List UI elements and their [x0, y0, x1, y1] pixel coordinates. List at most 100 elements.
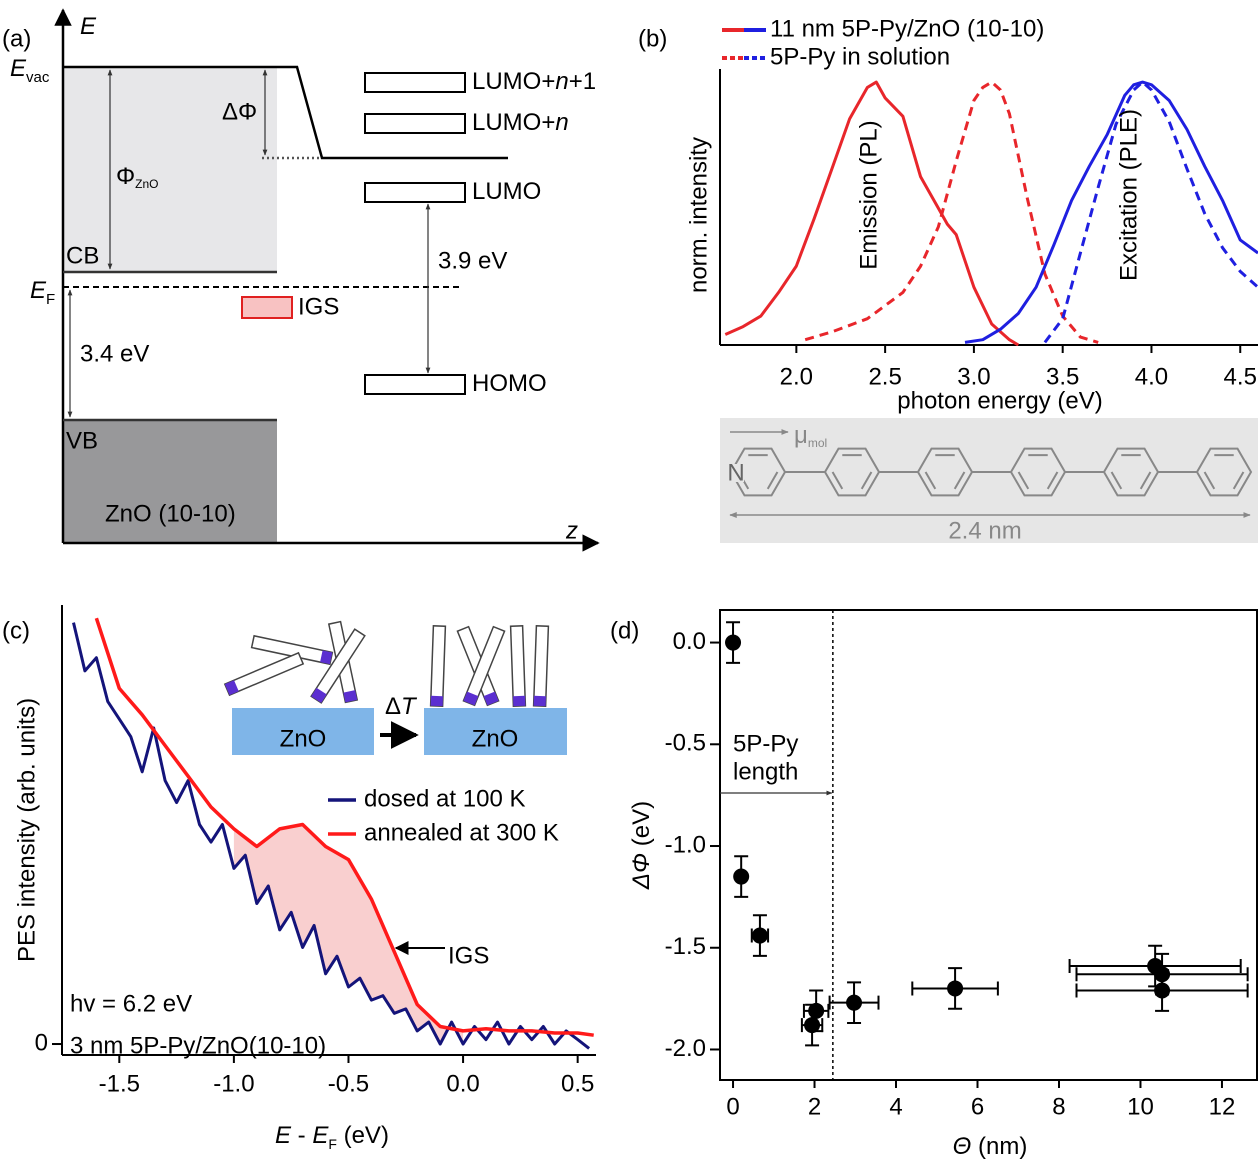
ring-bond [1046, 471, 1059, 490]
y-axis-label-part: ΔΦ [628, 853, 655, 890]
level-box [364, 113, 466, 134]
x-axis-label-part: E [312, 1122, 329, 1149]
substrate-label: ZnO (10-10) [105, 500, 236, 527]
y-axis-label-part: (eV) [628, 801, 655, 853]
ring [1009, 447, 1067, 497]
substrate [232, 708, 374, 755]
level-box [364, 182, 466, 203]
series-line [804, 80, 1099, 344]
level-box [364, 374, 466, 395]
ring [1195, 447, 1253, 497]
x-tick-label: 6 [971, 1093, 984, 1120]
energy-axis-label: E [80, 13, 97, 40]
x-tick-label: -0.5 [328, 1070, 369, 1097]
x-tick-label: 0.0 [446, 1070, 479, 1097]
length-label: 2.4 nm [948, 517, 1021, 544]
vacuum-level-label-part: E [10, 55, 27, 82]
x-tick-label: 0 [726, 1093, 739, 1120]
panel-label: (c) [2, 617, 30, 644]
data-point [1154, 982, 1171, 999]
vb-label: VB [66, 427, 98, 454]
x-axis-label: Θ (nm) [953, 1133, 1028, 1160]
x-axis-label: E - EF (eV) [275, 1122, 389, 1151]
x-tick-label: 2 [808, 1093, 821, 1120]
level-label-part: LUMO [472, 178, 541, 205]
legend-label: 11 nm 5P-Py/ZnO (10-10) [770, 15, 1044, 42]
x-tick-label: 3.0 [957, 363, 990, 390]
series-line [724, 80, 1020, 346]
annotation: hv = 6.2 eV [70, 990, 192, 1017]
x-tick-label: 2.5 [868, 363, 901, 390]
series-line [964, 80, 1258, 344]
x-axis-label-part: - [291, 1122, 312, 1149]
ring-bond [1139, 471, 1152, 490]
y-axis-label: norm. intensity [685, 137, 712, 293]
data-point [733, 868, 750, 885]
molecule [728, 447, 1253, 497]
energy-diagram [54, 8, 600, 552]
x-tick-label: -1.0 [213, 1070, 254, 1097]
x-axis-label-part: F [328, 1136, 337, 1152]
inset-label: ZnO [280, 725, 327, 752]
inset-label: ΔT [385, 693, 418, 720]
rod [310, 628, 366, 704]
dipole-label-part: μ [794, 422, 808, 449]
zno-gap-region [63, 67, 277, 272]
x-tick-label: 8 [1052, 1093, 1065, 1120]
annotation: 3 nm 5P-Py/ZnO(10-10) [70, 1032, 326, 1059]
fermi-label: EF [30, 277, 55, 308]
x-tick-label: 3.5 [1046, 363, 1079, 390]
level-label-part: LUMO+ [472, 68, 555, 95]
vacuum-level-label: Evac [10, 55, 50, 86]
level-label: LUMO+n+1 [472, 68, 596, 95]
series-line [94, 617, 594, 1037]
data-point [725, 634, 742, 651]
legend-label: dosed at 100 K [364, 785, 525, 812]
fermi-label-part: E [30, 277, 47, 304]
inset-label-part: Δ [385, 693, 401, 720]
substrate [424, 708, 567, 755]
panel-label: (a) [2, 25, 31, 52]
y-tick-label: -1.0 [665, 831, 706, 858]
dipole-label-part: mol [808, 436, 827, 450]
inset-label: ZnO [472, 725, 519, 752]
annotation: IGS [448, 942, 489, 969]
inset-label-part: T [401, 693, 418, 720]
reference-label: length [733, 758, 798, 785]
level-label-part: LUMO+ [472, 109, 555, 136]
plot-area [724, 80, 1258, 346]
data-point [751, 927, 768, 944]
series-line [1043, 80, 1258, 344]
data-point [947, 980, 964, 997]
x-tick-label: 4.5 [1224, 363, 1257, 390]
ring [1102, 447, 1160, 497]
x-tick-label: 2.0 [780, 363, 813, 390]
plot-area [72, 617, 594, 1050]
level-label-part: n [555, 109, 568, 136]
ring-bond [1110, 471, 1123, 490]
level-label: LUMO [472, 178, 541, 205]
dipole-label: μmol [794, 422, 827, 450]
level-box [364, 72, 466, 93]
x-tick-label: 4 [889, 1093, 902, 1120]
gap-label: 3.9 eV [438, 247, 507, 274]
y-tick-label: -2.0 [665, 1035, 706, 1062]
igs-label: IGS [298, 293, 339, 320]
rod [532, 625, 550, 707]
legend-label: annealed at 300 K [364, 819, 559, 846]
x-tick-label: 10 [1127, 1093, 1154, 1120]
level-label: LUMO+n [472, 109, 569, 136]
level-label-part: HOMO [472, 370, 547, 397]
rod [223, 651, 305, 697]
y-tick-label: 0.0 [673, 628, 706, 655]
annotation: Excitation (PLE) [1115, 109, 1142, 281]
delta-phi-label: ΔΦ [222, 98, 257, 125]
data-point [846, 994, 863, 1011]
level-label: HOMO [472, 370, 547, 397]
rod [429, 625, 447, 707]
y-tick-label: -1.5 [665, 933, 706, 960]
x-tick-label: -1.5 [99, 1070, 140, 1097]
ring-bond [860, 471, 873, 490]
ring [916, 447, 974, 497]
